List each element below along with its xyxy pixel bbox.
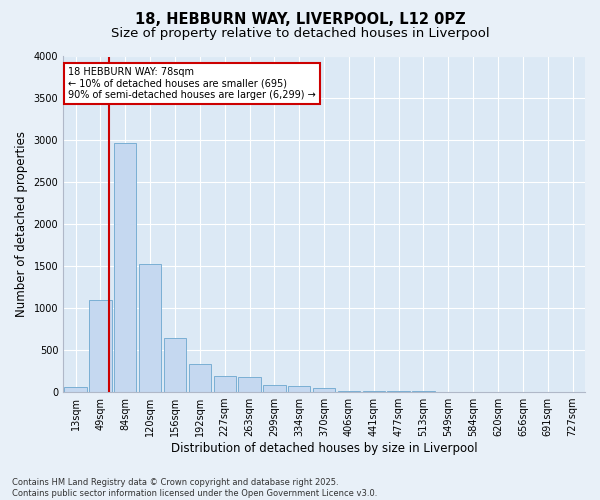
Bar [139, 264, 161, 392]
Bar [288, 386, 310, 392]
Bar [412, 391, 434, 392]
Text: Size of property relative to detached houses in Liverpool: Size of property relative to detached ho… [110, 28, 490, 40]
Text: 18, HEBBURN WAY, LIVERPOOL, L12 0PZ: 18, HEBBURN WAY, LIVERPOOL, L12 0PZ [134, 12, 466, 28]
Y-axis label: Number of detached properties: Number of detached properties [15, 132, 28, 318]
Bar [313, 388, 335, 392]
Bar [89, 300, 112, 392]
Bar [164, 338, 186, 392]
Bar [238, 378, 261, 392]
Bar [388, 391, 410, 392]
Text: 18 HEBBURN WAY: 78sqm
← 10% of detached houses are smaller (695)
90% of semi-det: 18 HEBBURN WAY: 78sqm ← 10% of detached … [68, 66, 316, 100]
X-axis label: Distribution of detached houses by size in Liverpool: Distribution of detached houses by size … [171, 442, 478, 455]
Bar [64, 387, 87, 392]
Bar [263, 385, 286, 392]
Text: Contains HM Land Registry data © Crown copyright and database right 2025.
Contai: Contains HM Land Registry data © Crown c… [12, 478, 377, 498]
Bar [214, 376, 236, 392]
Bar [338, 391, 360, 392]
Bar [114, 143, 136, 392]
Bar [188, 364, 211, 392]
Bar [362, 391, 385, 392]
